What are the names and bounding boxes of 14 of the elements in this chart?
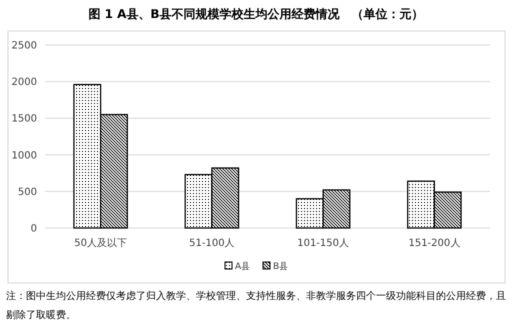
text: 注：图中生均公用经费仅考虑了归入教学、学校管理、支持性服务、非教学服务四个一级功能科目的公用经费，且剔除了取暖费。: [5, 290, 507, 323]
x-tick-label: 151-200人: [408, 238, 460, 249]
y-tick-label: 2000: [12, 77, 37, 88]
y-tick-label: 1000: [12, 150, 37, 162]
y-tick-label: 2500: [12, 40, 37, 52]
legend-label: A县: [235, 261, 250, 272]
x-tick-label: 51-100人: [189, 238, 235, 249]
x-tick-label: 50人及以下: [74, 237, 127, 249]
y-tick-label: 0: [30, 224, 37, 234]
y-tick-label: 1500: [12, 114, 37, 125]
y-tick-label: 500: [18, 186, 37, 198]
chart-title: 图 1 A县、B县不同规模学校生均公用经费情况 （单位：元）: [88, 7, 424, 21]
legend-label: B县: [273, 261, 288, 272]
x-tick-label: 101-150人: [297, 238, 350, 249]
